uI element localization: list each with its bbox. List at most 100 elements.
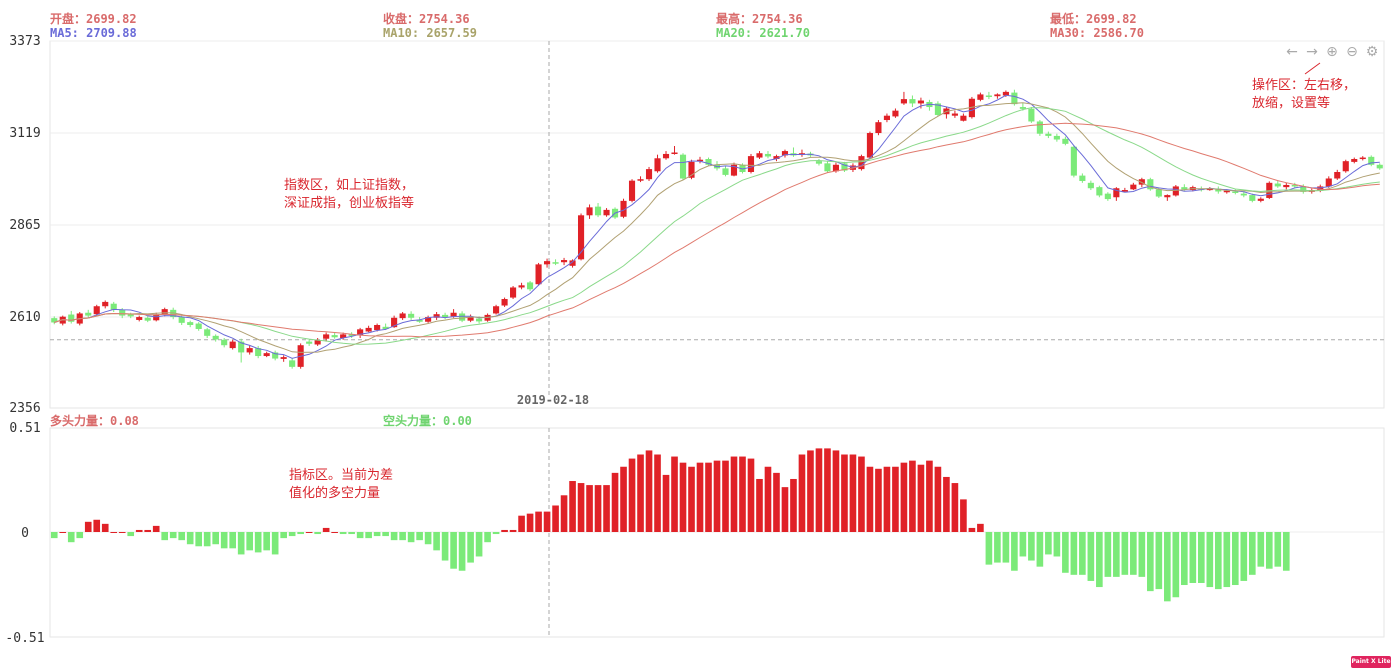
indicator-bar bbox=[314, 532, 321, 535]
candle-body bbox=[399, 313, 406, 319]
candle-body bbox=[459, 313, 466, 321]
indicator-bar bbox=[382, 532, 389, 537]
candle-body bbox=[1053, 135, 1060, 140]
indicator-bar bbox=[552, 505, 559, 532]
candle-body bbox=[832, 164, 840, 172]
indicator-bar bbox=[1206, 532, 1214, 588]
indicator-bar bbox=[1036, 532, 1044, 567]
indicator-bar bbox=[637, 454, 644, 532]
candle-body bbox=[1130, 184, 1137, 190]
arrow-left-icon[interactable]: ← bbox=[1286, 44, 1298, 60]
arrow-right-icon[interactable]: → bbox=[1306, 44, 1318, 60]
bear-power-label: 空头力量：0.00 bbox=[383, 414, 472, 428]
indicator-bar bbox=[1189, 532, 1197, 583]
candle-body bbox=[170, 309, 177, 318]
candle-body bbox=[960, 115, 967, 121]
candle-body bbox=[994, 94, 1001, 97]
candle-body bbox=[110, 303, 117, 310]
candle-body bbox=[739, 164, 746, 172]
indicator-bar bbox=[441, 532, 449, 561]
candle-body bbox=[662, 153, 670, 159]
candle-body bbox=[144, 317, 151, 321]
indicator-bar bbox=[1172, 532, 1180, 598]
candle-body bbox=[289, 360, 296, 367]
candle-body bbox=[85, 312, 92, 316]
candle-body bbox=[917, 100, 924, 104]
indicator-bar bbox=[1045, 532, 1052, 555]
indicator-bar bbox=[1121, 532, 1129, 575]
candle-body bbox=[1079, 175, 1086, 182]
crosshair-date-label: 2019-02-18 bbox=[517, 393, 589, 407]
indicator-bar bbox=[195, 532, 203, 547]
candle-body bbox=[773, 156, 780, 160]
indicator-bar bbox=[586, 485, 593, 532]
candle-body bbox=[136, 317, 143, 320]
candle-body bbox=[1206, 188, 1213, 191]
indicator-bar bbox=[76, 532, 84, 539]
indicator-bar bbox=[93, 519, 101, 532]
indicator-bar bbox=[900, 462, 908, 532]
candle-body bbox=[323, 334, 330, 339]
candle-body bbox=[187, 322, 194, 326]
candle-body bbox=[1240, 193, 1247, 196]
indicator-bar bbox=[611, 472, 619, 532]
toolbar-area-annotation: 操作区：左右移， 放缩，设置等 bbox=[1252, 78, 1357, 111]
indicator-bar bbox=[849, 454, 857, 532]
settings-icon[interactable]: ⚙ bbox=[1365, 44, 1379, 60]
ma30-line bbox=[54, 122, 1380, 338]
candle-body bbox=[1062, 138, 1069, 144]
indicator-bar bbox=[288, 532, 296, 537]
candle-body bbox=[1172, 186, 1179, 196]
candle-body bbox=[416, 319, 423, 322]
zoom-out-icon[interactable]: ⊖ bbox=[1346, 44, 1358, 60]
indicator-bar bbox=[135, 529, 143, 532]
indicator-bar bbox=[722, 460, 729, 532]
indicator-y-tick-label: 0.51 bbox=[9, 421, 41, 436]
indicator-bar bbox=[926, 460, 933, 532]
indicator-bar bbox=[985, 532, 993, 565]
indicator-bar bbox=[390, 532, 398, 541]
indicator-bar bbox=[1265, 532, 1273, 569]
candle-body bbox=[408, 313, 415, 318]
candle-body bbox=[153, 314, 160, 321]
candle-body bbox=[433, 314, 440, 318]
candle-body bbox=[510, 287, 517, 298]
candle-body bbox=[476, 318, 483, 322]
indicator-bar bbox=[756, 478, 763, 532]
candle-body bbox=[705, 159, 712, 165]
index-area-annotation: 指数区，如上证指数， 深证成指，创业板指等 bbox=[284, 178, 415, 211]
indicator-bar bbox=[169, 532, 177, 539]
indicator-bar bbox=[50, 532, 58, 539]
indicator-bar bbox=[790, 478, 797, 532]
indicator-bar bbox=[832, 450, 840, 532]
candle-body bbox=[1283, 184, 1290, 188]
indicator-bar bbox=[144, 529, 152, 532]
candle-body bbox=[119, 309, 126, 316]
candle-body bbox=[1087, 182, 1094, 189]
candle-body bbox=[493, 306, 500, 314]
indicator-bar bbox=[747, 458, 755, 532]
indicator-bar bbox=[705, 462, 712, 532]
indicator-bar bbox=[1248, 532, 1256, 575]
indicator-bar bbox=[841, 454, 848, 532]
candle-body bbox=[501, 299, 508, 306]
indicator-bar bbox=[484, 532, 491, 543]
candle-body bbox=[467, 317, 474, 321]
candle-body bbox=[977, 94, 984, 100]
indicator-bar bbox=[339, 532, 347, 535]
candle-body bbox=[586, 207, 593, 216]
indicator-bar bbox=[569, 481, 576, 532]
zoom-in-icon[interactable]: ⊕ bbox=[1326, 44, 1338, 60]
candle-body bbox=[127, 314, 134, 317]
ma10-label: MA10: 2657.59 bbox=[383, 26, 477, 40]
candle-body bbox=[374, 325, 381, 331]
indicator-bar bbox=[603, 485, 610, 532]
indicator-bar bbox=[696, 462, 704, 532]
candle-body bbox=[892, 110, 899, 117]
candle-body bbox=[637, 179, 644, 181]
indicator-bar bbox=[237, 532, 245, 555]
candle-body bbox=[1155, 189, 1162, 197]
annotation-pointer bbox=[1304, 62, 1321, 75]
indicator-y-tick-label: -0.51 bbox=[5, 631, 45, 646]
